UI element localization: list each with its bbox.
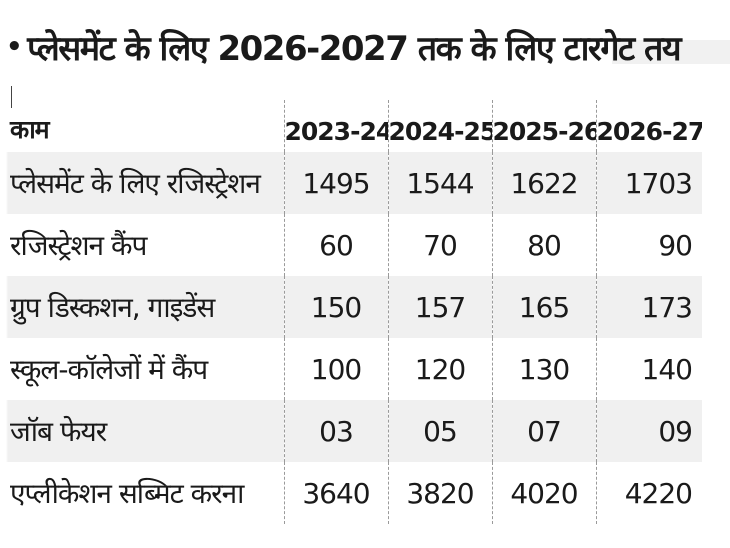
row-label: ग्रुप डिस्कशन, गाइडेंस [6,276,284,338]
cell-value: 3640 [283,462,388,524]
cell-value: 09 [595,400,702,462]
cell-value: 90 [595,214,702,276]
header-2023-24: 2023-24 [283,100,388,152]
cell-value: 60 [283,214,388,276]
title-bullet: • [6,32,23,62]
header-2026-27: 2026-27 [595,100,702,152]
cell-value: 120 [387,338,492,400]
page-title: • प्लेसमेंट के लिए 2026-2027 तक के लिए ट… [6,18,724,76]
row-label: एप्लीकेशन सब्मिट करना [10,477,244,510]
cell-value: 173 [595,276,702,338]
cell-value: 140 [595,338,702,400]
table-row: स्कूल-कॉलेजों में कैंप 100 120 130 140 [6,338,702,400]
cell-value: 80 [491,214,596,276]
header-2025-26: 2025-26 [491,100,596,152]
cell-value: 150 [283,276,388,338]
table-row: ग्रुप डिस्कशन, गाइडेंस 150 157 165 173 [6,276,702,338]
cell-value: 157 [387,276,492,338]
table-row: जॉब फेयर 03 05 07 09 [6,400,702,462]
table-row: एप्लीकेशन सब्मिट करना 3640 3820 4020 422… [6,462,702,524]
table-row: रजिस्ट्रेशन कैंप 60 70 80 90 [6,214,702,276]
header-2024-25: 2024-25 [387,100,492,152]
cell-value: 1544 [387,152,492,214]
cell-value: 100 [283,338,388,400]
row-label: स्कूल-कॉलेजों में कैंप [10,353,208,386]
cell-value: 70 [387,214,492,276]
text-cursor-mark [11,86,12,108]
row-label: प्लेसमेंट के लिए रजिस्ट्रेशन [6,152,284,214]
title-background-band [612,40,730,64]
cell-value: 4220 [595,462,702,524]
cell-value: 4020 [491,462,596,524]
cell-value: 1622 [491,152,596,214]
cell-value: 130 [491,338,596,400]
cell-value: 1495 [283,152,388,214]
cell-value: 05 [387,400,492,462]
title-text: प्लेसमेंट के लिए 2026-2027 तक के लिए टार… [27,29,681,69]
table-row: प्लेसमेंट के लिए रजिस्ट्रेशन 1495 1544 1… [6,152,702,214]
row-label: जॉब फेयर [6,400,284,462]
cell-value: 1703 [595,152,702,214]
cell-value: 165 [491,276,596,338]
targets-table: काम 2023-24 2024-25 2025-26 2026-27 प्ले… [6,100,702,524]
cell-value: 3820 [387,462,492,524]
row-label: रजिस्ट्रेशन कैंप [10,229,147,262]
cell-value: 03 [283,400,388,462]
header-work: काम [10,115,50,144]
cell-value: 07 [491,400,596,462]
table-header-row: काम 2023-24 2024-25 2025-26 2026-27 [6,100,702,152]
